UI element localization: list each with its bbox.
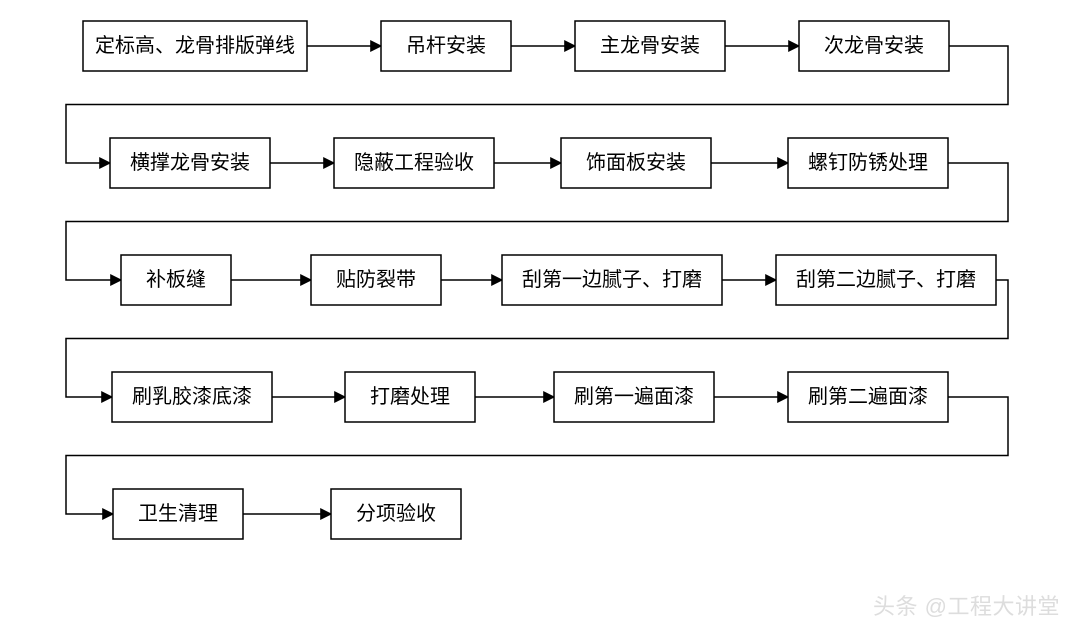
node-label-n15: 刷第一遍面漆 bbox=[574, 385, 694, 408]
node-label-n7: 饰面板安装 bbox=[586, 151, 686, 174]
node-n17: 卫生清理 bbox=[113, 489, 243, 539]
node-label-n3: 主龙骨安装 bbox=[600, 34, 700, 57]
nodes-layer: 定标高、龙骨排版弹线 吊杆安装 主龙骨安装 次龙骨安装横撑龙骨安装 隐蔽工程验收 饰面板安… bbox=[83, 21, 996, 539]
node-n16: 刷第二遍面漆 bbox=[788, 372, 948, 422]
node-label-n6: 隐蔽工程验收 bbox=[354, 151, 474, 174]
node-label-n16: 刷第二遍面漆 bbox=[808, 385, 928, 408]
node-n15: 刷第一遍面漆 bbox=[554, 372, 714, 422]
node-n4: 次龙骨安装 bbox=[799, 21, 949, 71]
node-n6: 隐蔽工程验收 bbox=[334, 138, 494, 188]
node-label-n4: 次龙骨安装 bbox=[824, 34, 924, 57]
node-label-n5: 横撑龙骨安装 bbox=[130, 151, 250, 174]
node-n8: 螺钉防锈处理 bbox=[788, 138, 948, 188]
watermark-text: 头条 @工程大讲堂 bbox=[873, 589, 1060, 621]
node-n12: 刮第二边腻子、打磨 bbox=[776, 255, 996, 305]
node-n3: 主龙骨安装 bbox=[575, 21, 725, 71]
node-n5: 横撑龙骨安装 bbox=[110, 138, 270, 188]
node-label-n12: 刮第二边腻子、打磨 bbox=[796, 268, 976, 291]
node-label-n11: 刮第一边腻子、打磨 bbox=[522, 268, 702, 291]
node-label-n10: 贴防裂带 bbox=[336, 268, 416, 291]
node-label-n9: 补板缝 bbox=[146, 268, 206, 291]
node-n13: 刷乳胶漆底漆 bbox=[112, 372, 272, 422]
node-n1: 定标高、龙骨排版弹线 bbox=[83, 21, 307, 71]
node-n14: 打磨处理 bbox=[345, 372, 475, 422]
flowchart-canvas: 定标高、龙骨排版弹线 吊杆安装 主龙骨安装 次龙骨安装横撑龙骨安装 隐蔽工程验收 饰面板安… bbox=[0, 0, 1080, 629]
node-label-n14: 打磨处理 bbox=[370, 385, 450, 408]
node-label-n8: 螺钉防锈处理 bbox=[808, 151, 928, 174]
node-n11: 刮第一边腻子、打磨 bbox=[502, 255, 722, 305]
node-n7: 饰面板安装 bbox=[561, 138, 711, 188]
node-n2: 吊杆安装 bbox=[381, 21, 511, 71]
node-label-n13: 刷乳胶漆底漆 bbox=[132, 385, 252, 408]
node-label-n17: 卫生清理 bbox=[138, 502, 218, 525]
node-n10: 贴防裂带 bbox=[311, 255, 441, 305]
node-label-n2: 吊杆安装 bbox=[406, 34, 486, 57]
node-label-n1: 定标高、龙骨排版弹线 bbox=[95, 34, 295, 57]
node-label-n18: 分项验收 bbox=[356, 502, 436, 525]
node-n18: 分项验收 bbox=[331, 489, 461, 539]
node-n9: 补板缝 bbox=[121, 255, 231, 305]
